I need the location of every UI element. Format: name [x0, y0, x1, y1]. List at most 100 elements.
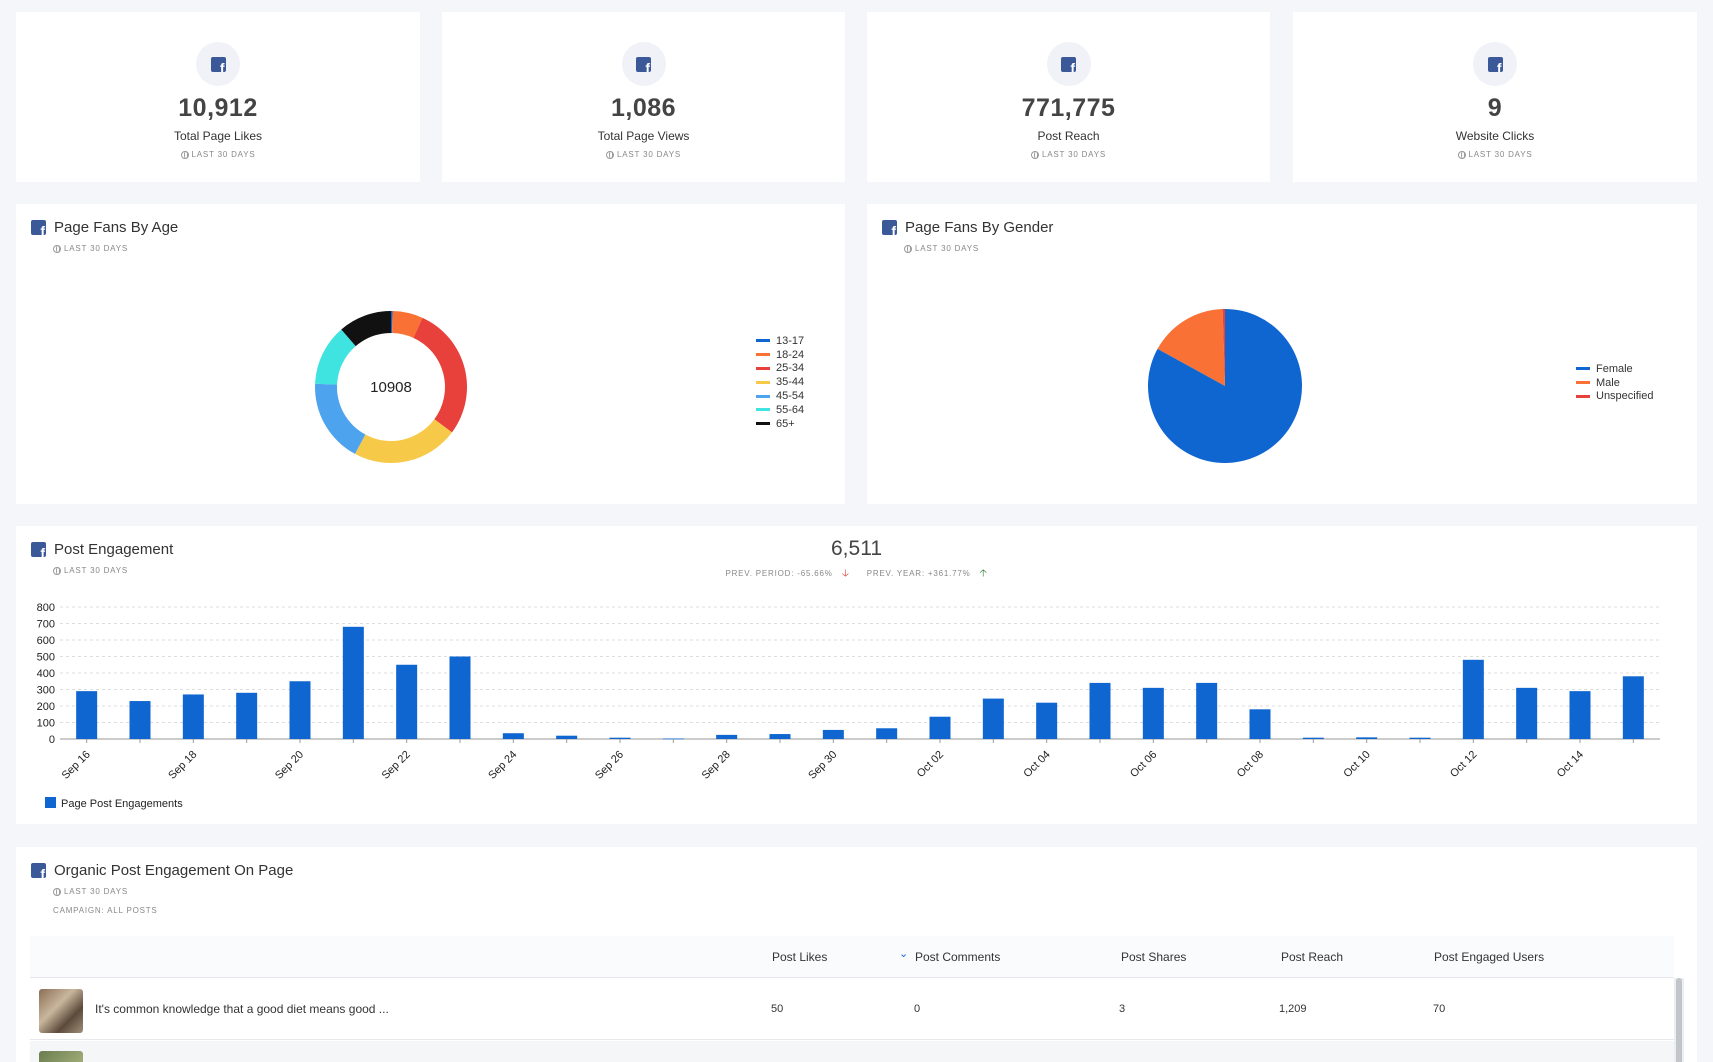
bar-oct-07[interactable] [1196, 682, 1218, 739]
bar-oct-01[interactable] [876, 728, 898, 739]
bar-oct-11[interactable] [1409, 737, 1431, 739]
kpi-period: LAST 30 DAYS [16, 150, 420, 159]
table-scrollbar[interactable] [1674, 978, 1684, 1062]
globe-icon [53, 566, 61, 575]
slice-13-17[interactable] [391, 311, 393, 334]
card-title: Post Engagement [31, 541, 173, 558]
prev-year-text: PREV. YEAR: +361.77% [866, 569, 971, 578]
y-tick-label: 600 [37, 635, 55, 647]
legend-label: Female [1596, 362, 1633, 375]
legend-item-65-[interactable]: 65+ [756, 417, 804, 431]
legend-item-45-54[interactable]: 45-54 [756, 389, 804, 403]
legend-label: 18-24 [776, 348, 805, 361]
x-tick-label: Oct 04 [1021, 749, 1052, 780]
campaign-label: CAMPAIGN: ALL POSTS [53, 906, 158, 915]
bar-oct-12[interactable] [1462, 659, 1484, 739]
bar-sep-27[interactable] [662, 738, 684, 740]
table-row[interactable]: It's common knowledge that a good diet m… [30, 978, 1674, 1040]
column-header-post-shares[interactable]: Post Shares [1121, 950, 1187, 964]
slice-35-44[interactable] [354, 419, 453, 463]
bar-sep-17[interactable] [129, 701, 151, 739]
legend-item-18-24[interactable]: 18-24 [756, 348, 804, 362]
column-header-post-likes[interactable]: Post Likes [772, 950, 828, 964]
bar-sep-26[interactable] [609, 737, 631, 739]
bar-oct-05[interactable] [1089, 682, 1111, 739]
bar-sep-21[interactable] [342, 626, 364, 739]
bar-oct-04[interactable] [1036, 702, 1058, 739]
facebook-icon [31, 542, 46, 557]
slice-55-64[interactable] [315, 329, 356, 385]
legend-swatch [756, 366, 770, 370]
kpi-label: Total Page Likes [173, 129, 263, 143]
bar-oct-02[interactable] [929, 716, 951, 739]
card-period: LAST 30 DAYS [53, 566, 128, 575]
kpi-value: 9 [1487, 94, 1503, 122]
slice-25-34[interactable] [413, 317, 467, 433]
legend-item-55-64[interactable]: 55-64 [756, 403, 804, 417]
slice-female[interactable] [1148, 309, 1302, 463]
bar-sep-24[interactable] [502, 733, 524, 739]
post-text[interactable]: It's common knowledge that a good diet m… [95, 1002, 389, 1016]
bar-sep-22[interactable] [396, 664, 418, 739]
bar-sep-30[interactable] [822, 729, 844, 739]
slice-65-[interactable] [341, 311, 391, 347]
legend-swatch [756, 380, 770, 384]
organic-post-engagement-card: Organic Post Engagement On Page LAST 30 … [16, 847, 1697, 1062]
bar-oct-14[interactable] [1569, 691, 1591, 739]
legend-swatch[interactable] [45, 797, 56, 808]
page-fans-by-age-card: Page Fans By Age LAST 30 DAYS 10908 13-1… [16, 204, 845, 504]
legend-item-male[interactable]: Male [1576, 376, 1653, 390]
legend-item-35-44[interactable]: 35-44 [756, 375, 804, 389]
slice-18-24[interactable] [392, 311, 423, 338]
bar-oct-06[interactable] [1142, 687, 1164, 739]
globe-icon [1457, 150, 1466, 159]
bar-sep-20[interactable] [289, 681, 311, 739]
table-row[interactable] [30, 1041, 1674, 1062]
bar-sep-25[interactable] [556, 735, 578, 739]
bar-sep-23[interactable] [449, 656, 471, 740]
facebook-icon [31, 863, 46, 878]
bar-oct-13[interactable] [1516, 687, 1538, 739]
legend-swatch [756, 408, 770, 412]
legend-item-unspecified[interactable]: Unspecified [1576, 390, 1653, 404]
y-tick-label: 0 [49, 734, 55, 746]
bar-oct-10[interactable] [1356, 737, 1378, 739]
bar-sep-29[interactable] [769, 734, 791, 739]
bar-sep-18[interactable] [182, 694, 204, 739]
bar-sep-28[interactable] [716, 734, 738, 739]
legend-swatch [756, 394, 770, 398]
column-header-post-reach[interactable]: Post Reach [1281, 950, 1344, 964]
slice-45-54[interactable] [315, 383, 366, 454]
post-engagement-card: Post Engagement LAST 30 DAYS 6,511 PREV.… [16, 526, 1697, 824]
bar-oct-08[interactable] [1249, 709, 1271, 739]
legend-item-25-34[interactable]: 25-34 [756, 362, 804, 376]
engagement-total: 6,511 [831, 537, 882, 560]
y-tick-label: 400 [37, 668, 55, 680]
kpi-value: 771,775 [1021, 94, 1116, 122]
y-tick-label: 200 [37, 701, 55, 713]
bar-oct-15[interactable] [1622, 676, 1644, 739]
age-legend: 13-17 18-24 25-34 35-44 45-54 55-64 65+ [756, 334, 804, 431]
legend-swatch [756, 422, 770, 426]
sort-chevron-down-icon[interactable]: ⌄ [899, 948, 909, 960]
column-header-post-engaged-users[interactable]: Post Engaged Users [1434, 950, 1545, 964]
column-header-post-comments[interactable]: Post Comments [915, 950, 1001, 964]
post-reach: 1,209 [1279, 1003, 1307, 1015]
scrollbar-thumb[interactable] [1676, 978, 1682, 1062]
x-tick-label: Oct 10 [1341, 749, 1372, 780]
legend-label: Male [1596, 376, 1620, 389]
bar-oct-09[interactable] [1302, 737, 1324, 739]
bar-oct-03[interactable] [982, 698, 1004, 739]
gender-legend: Female Male Unspecified [1576, 362, 1653, 403]
card-title: Page Fans By Age [31, 219, 178, 236]
slice-male[interactable] [1157, 309, 1225, 386]
legend-item-female[interactable]: Female [1576, 362, 1653, 376]
legend-item-13-17[interactable]: 13-17 [756, 334, 804, 348]
y-tick-label: 500 [37, 652, 55, 664]
legend-label[interactable]: Page Post Engagements [61, 798, 183, 810]
x-tick-label: Oct 06 [1128, 749, 1159, 780]
bar-sep-16[interactable] [76, 691, 98, 739]
slice-unspecified[interactable] [1222, 309, 1225, 386]
bar-sep-19[interactable] [236, 692, 258, 739]
x-tick-label: Sep 30 [806, 749, 839, 782]
